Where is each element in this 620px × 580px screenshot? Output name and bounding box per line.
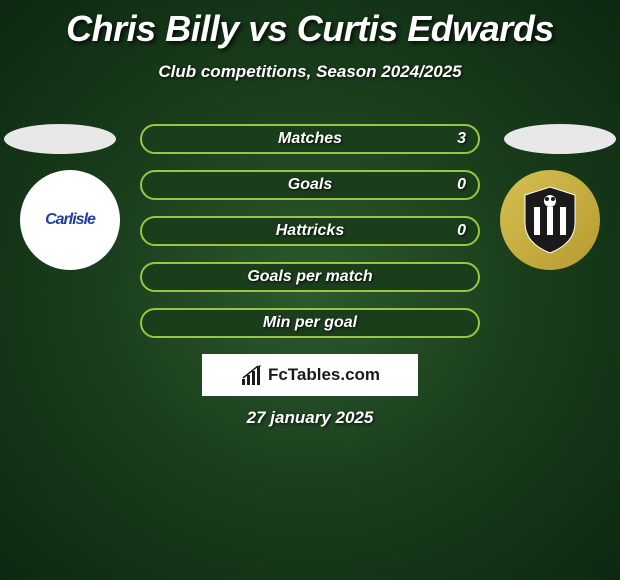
page-title: Chris Billy vs Curtis Edwards (0, 0, 620, 50)
stat-label: Min per goal (142, 314, 478, 332)
stat-label: Hattricks (142, 222, 478, 240)
player-avatar-right (504, 124, 616, 154)
club-badge-left: Carlisle (20, 170, 120, 270)
club-badge-left-text: Carlisle (45, 211, 95, 229)
stat-right-value: 3 (457, 130, 466, 148)
stat-row-min-per-goal: Min per goal (140, 308, 480, 338)
player-avatar-left (4, 124, 116, 154)
stats-container: Matches 3 Goals 0 Hattricks 0 Goals per … (140, 124, 480, 354)
stat-row-goals-per-match: Goals per match (140, 262, 480, 292)
stat-row-hattricks: Hattricks 0 (140, 216, 480, 246)
page-subtitle: Club competitions, Season 2024/2025 (0, 62, 620, 82)
brand-text: FcTables.com (268, 365, 380, 385)
stat-label: Matches (142, 130, 478, 148)
stat-right-value: 0 (457, 222, 466, 240)
stat-row-goals: Goals 0 (140, 170, 480, 200)
chart-icon (240, 365, 264, 385)
brand-box[interactable]: FcTables.com (202, 354, 418, 396)
stat-label: Goals (142, 176, 478, 194)
shield-icon (520, 185, 580, 255)
stat-label: Goals per match (142, 268, 478, 286)
club-badge-right (500, 170, 600, 270)
stat-right-value: 0 (457, 176, 466, 194)
stat-row-matches: Matches 3 (140, 124, 480, 154)
date-text: 27 january 2025 (0, 408, 620, 428)
